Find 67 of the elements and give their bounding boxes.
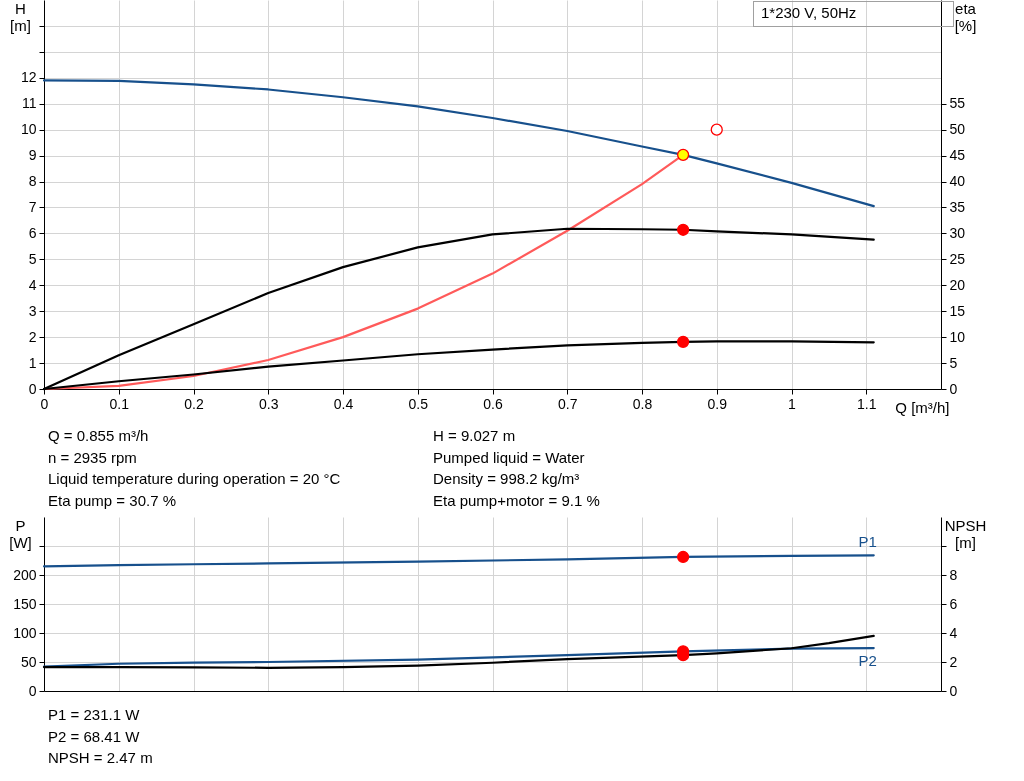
y2-axis-title: eta [%] [954,0,977,34]
y-axis-title: P [W] [9,516,32,551]
y2-tick-label: 5 [949,354,958,371]
x-tick-label: 0.1 [109,395,130,412]
y2-tick-label: 55 [949,95,966,112]
text: Eta pump = 30.7 % [48,490,177,511]
y-tick-label: 11 [21,95,37,112]
y-tick-label: 8 [28,173,37,190]
x-tick-label: 0.5 [408,395,429,412]
y2-tick-label: 10 [949,328,966,345]
text: Density = 998.2 kg/m³ [433,469,581,489]
x-tick-label: 1.1 [857,395,877,412]
y2-tick-label: 0 [949,380,958,397]
text: P1 = 231.1 W [48,705,141,725]
series-label: P2 [858,652,877,670]
x-tick-label: 0.3 [259,395,279,412]
x-tick-label: 0.4 [333,395,354,412]
line-series [42,646,875,668]
y-tick-label: 1 [28,354,37,371]
y-tick-label: 2 [28,328,37,345]
x-axis-title: Q [m³/h] [895,398,950,416]
text: n = 2935 rpm [48,447,138,468]
y2-tick-label: 30 [949,224,966,241]
text: H = 9.027 m [433,426,517,446]
y-axis-title: H [m] [10,0,31,34]
y2-axis-title: NPSH [m] [944,516,987,551]
y-tick-label: 0 [28,380,37,397]
text: Pumped liquid = Water [433,447,586,468]
y-tick-label: 5 [28,250,37,267]
y-tick-label: 0 [28,682,37,699]
y2-tick-label: 50 [949,121,966,138]
y2-tick-label: 6 [949,595,958,612]
text: P2 = 68.41 W [48,726,141,747]
x-tick-label: 0.6 [483,395,503,412]
x-tick-label: 0.2 [184,395,204,412]
x-tick-label: 0.8 [632,395,653,412]
series-label: P1 [858,533,877,551]
y2-tick-label: 0 [949,682,958,699]
y-tick-label: 3 [28,302,37,319]
y2-tick-label: 2 [949,653,958,670]
x-tick-label: 0.9 [707,395,728,412]
line-series [42,79,875,208]
y-tick-label: 9 [28,147,37,164]
y2-tick-label: 15 [949,302,966,319]
y-tick-label: 100 [13,624,37,641]
y2-tick-label: 20 [949,276,966,293]
text: Liquid temperature during operation = 20 °C [48,469,342,489]
y2-tick-label: 25 [949,250,966,267]
text: Q = 0.855 m³/h [48,426,150,446]
y-tick-label: 50 [20,653,37,670]
y2-tick-label: 8 [949,566,958,583]
x-tick-label: 0 [40,395,49,412]
x-tick-label: 1 [788,395,797,412]
y2-tick-label: 40 [949,173,966,190]
y-tick-label: 6 [28,224,37,241]
y2-tick-label: 45 [949,147,966,164]
text: NPSH = 2.47 m [48,748,154,768]
y-tick-label: 7 [28,198,37,215]
y-tick-label: 4 [28,276,37,293]
x-tick-label: 0.7 [558,395,578,412]
y-tick-label: 150 [13,595,37,612]
y2-tick-label: 4 [949,624,958,641]
y-tick-label: 10 [20,121,37,138]
y-tick-label: 200 [13,566,37,583]
y2-tick-label: 35 [949,198,966,215]
text: Eta pump+motor = 9.1 % [433,490,601,511]
y-tick-label: 12 [20,69,37,86]
